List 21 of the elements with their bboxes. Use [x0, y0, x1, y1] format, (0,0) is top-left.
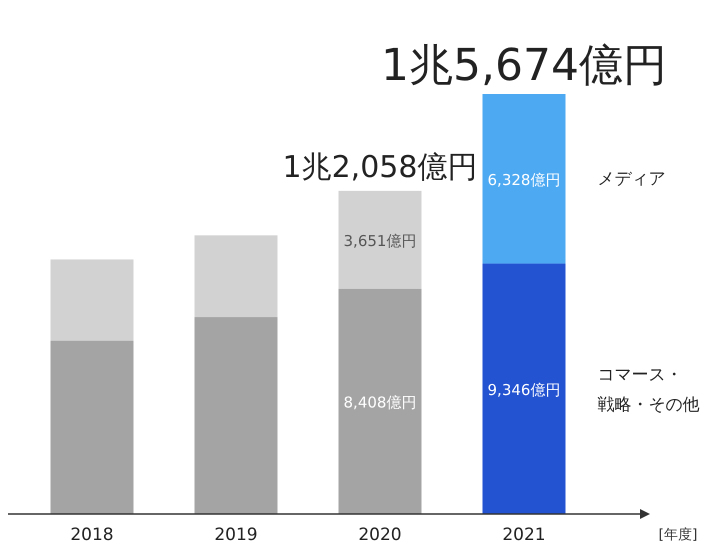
- bar: [50, 259, 134, 341]
- data-label: 9,346億円: [488, 380, 560, 399]
- bar: [194, 235, 278, 318]
- bar: [194, 317, 278, 514]
- bar: [482, 264, 566, 514]
- total-label: 1兆5,674億円: [381, 40, 667, 91]
- bar: [338, 288, 422, 514]
- bar: [50, 340, 134, 514]
- x-axis-title: [年度]: [658, 527, 698, 543]
- bar: [338, 190, 422, 289]
- total-label: 1兆2,058億円: [282, 150, 478, 185]
- series-label: メディア: [598, 168, 666, 189]
- bar: [482, 94, 566, 264]
- x-tick-label: 2019: [214, 525, 258, 545]
- data-label: 8,408億円: [344, 393, 416, 412]
- x-tick-label: 2020: [358, 525, 402, 545]
- series-label: コマース・戦略・その他: [598, 364, 700, 415]
- x-tick-label: 2018: [70, 525, 114, 545]
- data-label: 6,328億円: [488, 170, 560, 189]
- x-tick-label: 2021: [502, 525, 546, 545]
- data-label: 3,651億円: [344, 232, 416, 250]
